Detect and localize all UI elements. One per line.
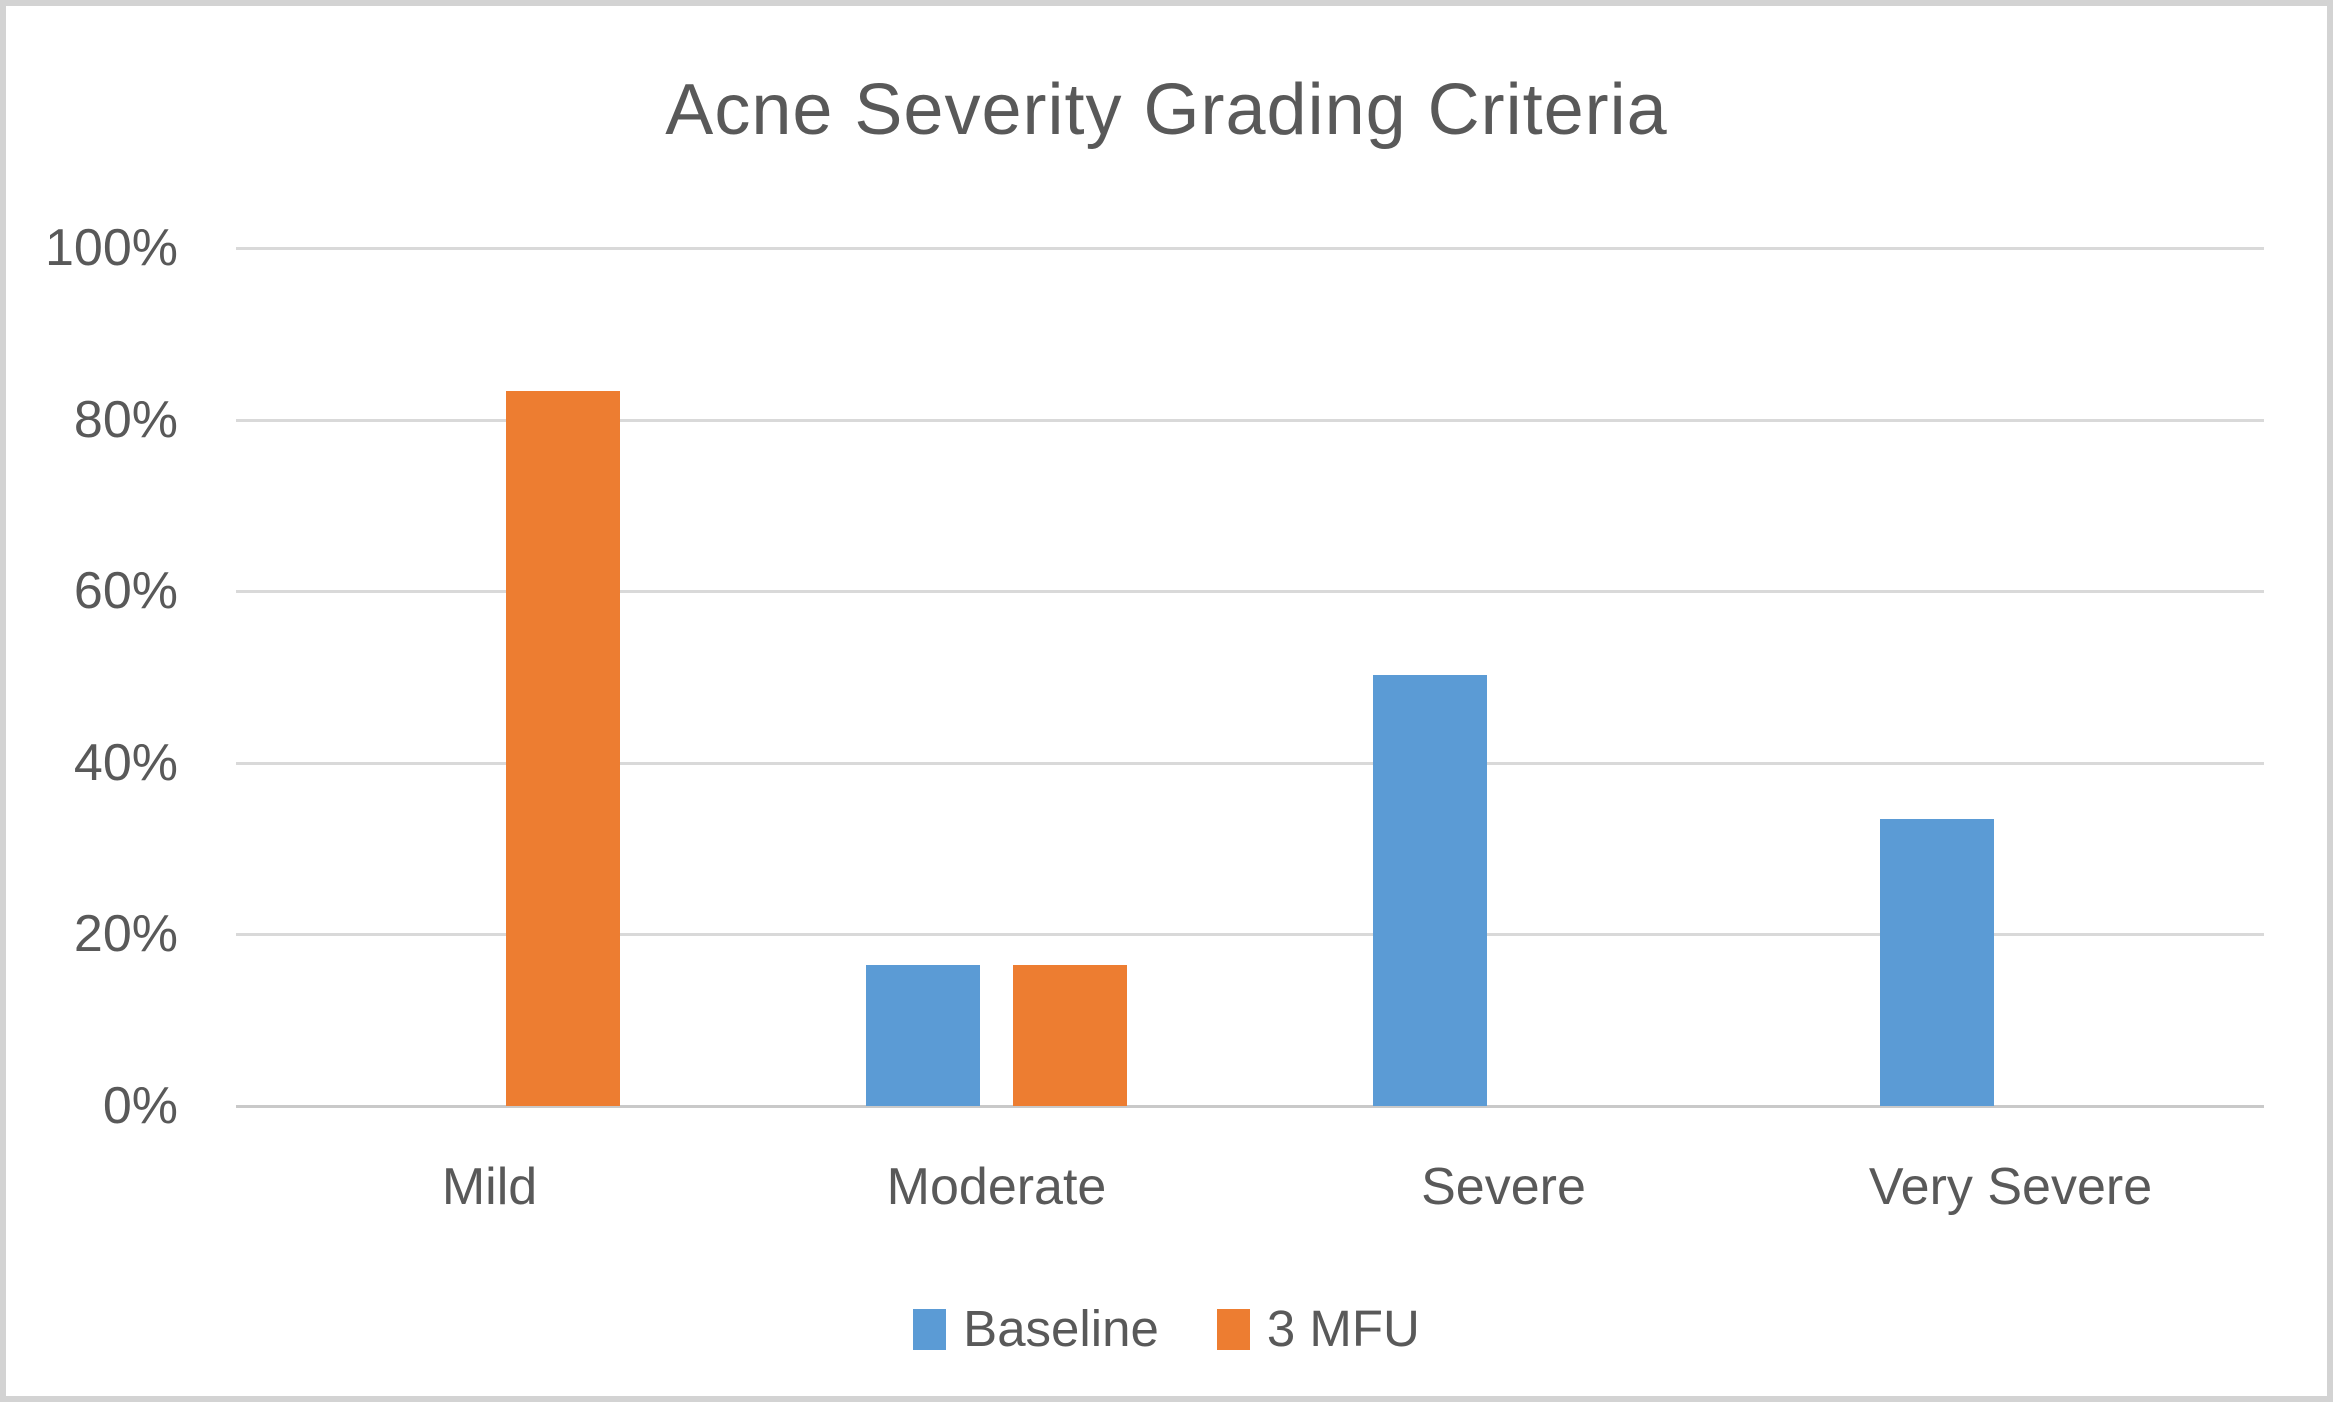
legend-item-3-mfu: 3 MFU (1216, 1300, 1420, 1358)
y-axis-tick-label: 60% (73, 562, 178, 621)
legend-item-baseline: Baseline (913, 1300, 1159, 1358)
chart-title: Acne Severity Grading Criteria (665, 70, 1668, 150)
gridline (236, 761, 2264, 765)
y-axis-tick-label: 40% (73, 733, 178, 792)
gridline (236, 247, 2264, 250)
bar-baseline-very-severe (1880, 819, 1994, 1106)
legend-swatch-icon (1216, 1308, 1250, 1350)
x-axis-category-label: Mild (441, 1158, 538, 1216)
y-axis-tick-label: 0% (102, 1077, 178, 1135)
x-axis-category-label: Moderate (886, 1158, 1107, 1216)
y-axis-tick-label: 80% (73, 390, 178, 449)
gridline (236, 418, 2264, 422)
bar-3-mfu-mild (506, 391, 620, 1106)
gridline (236, 933, 2264, 937)
x-axis-line (236, 1105, 2264, 1108)
bar-baseline-moderate (866, 965, 980, 1106)
legend-swatch-icon (913, 1308, 947, 1350)
gridline (236, 590, 2264, 594)
legend-label: 3 MFU (1266, 1300, 1420, 1357)
bar-baseline-severe (1373, 675, 1487, 1106)
legend: Baseline 3 MFU (6, 1300, 2327, 1358)
legend-label: Baseline (963, 1300, 1159, 1357)
y-axis-tick-label: 100% (45, 219, 178, 277)
y-axis-tick-label: 20% (73, 905, 178, 964)
x-axis-category-label: Very Severe (1868, 1158, 2153, 1216)
bar-3-mfu-moderate (1013, 965, 1127, 1106)
x-axis-category-label: Severe (1421, 1158, 1586, 1216)
